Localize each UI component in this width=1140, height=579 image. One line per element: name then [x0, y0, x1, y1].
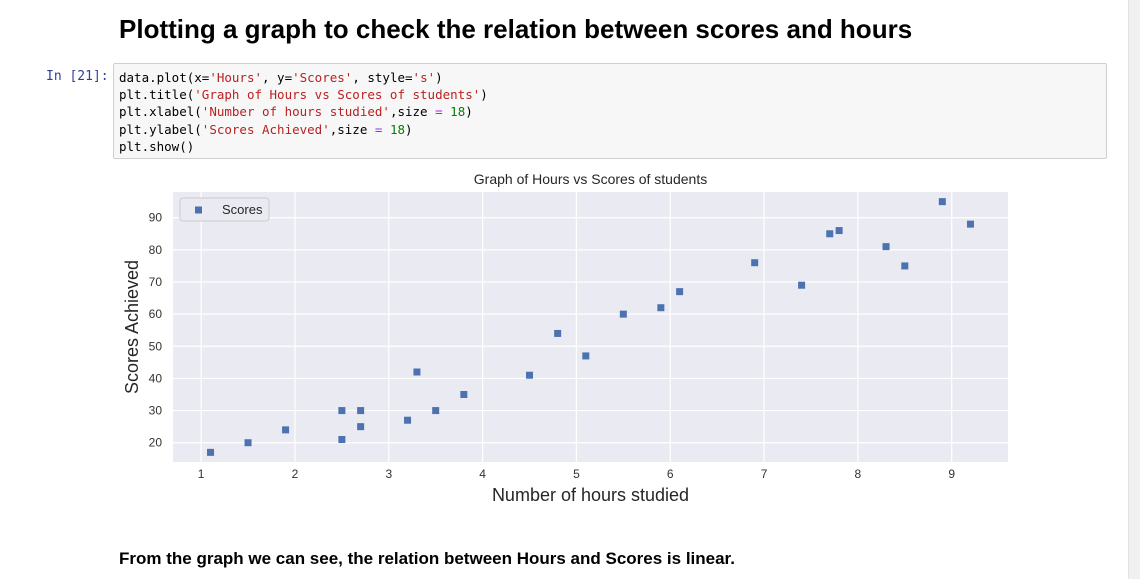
code-token: 's' [412, 70, 436, 85]
x-tick-label: 4 [479, 467, 486, 481]
x-axis-label: Number of hours studied [492, 485, 689, 505]
code-line: plt.title('Graph of Hours vs Scores of s… [119, 86, 488, 103]
data-point [798, 281, 806, 289]
conclusion-text: From the graph we can see, the relation … [119, 549, 735, 568]
y-axis-label: Scores Achieved [122, 260, 142, 394]
code-cell[interactable]: data.plot(x='Hours', y='Scores', style='… [113, 63, 1107, 159]
data-point [207, 448, 215, 456]
data-point [282, 426, 290, 434]
code-token: 18 [389, 121, 406, 137]
code-token: 'Number of hours studied' [201, 104, 390, 120]
data-point [526, 371, 534, 379]
page-scrollbar[interactable] [1128, 0, 1140, 579]
code-line: data.plot(x='Hours', y='Scores', style='… [119, 69, 488, 86]
data-point [582, 352, 590, 360]
section-heading: Plotting a graph to check the relation b… [119, 14, 913, 44]
legend-box [179, 197, 270, 222]
data-point [460, 391, 468, 398]
x-tick-label: 5 [573, 467, 580, 481]
code-token: ) [480, 87, 488, 103]
x-tick-label: 1 [198, 467, 205, 481]
data-point [966, 220, 974, 228]
data-point [404, 416, 412, 424]
data-point [357, 407, 365, 415]
data-point [619, 310, 627, 318]
code-token: ,size [389, 104, 436, 120]
code-token: 'Graph of Hours vs Scores of students' [194, 87, 481, 103]
y-tick-label: 90 [149, 211, 163, 225]
data-point [826, 230, 834, 238]
y-tick-label: 20 [149, 436, 163, 450]
code-token: ) [465, 104, 473, 120]
scatter-chart: 1 2 3 4 5 6 7 8 9 20 30 40 50 60 70 80 90 Graph of Hours … [122, 171, 1008, 505]
x-tick-label: 7 [761, 467, 768, 481]
data-point [882, 243, 890, 251]
data-point [901, 262, 909, 270]
data-point [338, 436, 346, 443]
code-line: plt.xlabel('Number of hours studied',siz… [119, 103, 488, 120]
code-token: plt.xlabel( [119, 104, 202, 120]
x-tick-label: 3 [385, 467, 392, 481]
code-token: 'Hours' [209, 70, 262, 85]
code-token: data.plot(x= [119, 70, 210, 85]
x-tick-label: 6 [667, 467, 674, 481]
chart-title: Graph of Hours vs Scores of students [474, 171, 707, 187]
code-token: plt.show() [119, 138, 195, 154]
y-tick-label: 60 [149, 307, 163, 321]
cell-prompt: In [21]: [46, 69, 109, 84]
data-point [338, 407, 346, 415]
code-line: plt.ylabel('Scores Achieved',size = 18) [119, 121, 488, 138]
y-tick-label: 70 [149, 275, 163, 289]
code-token: 'Scores' [292, 70, 353, 85]
code-token [382, 122, 390, 137]
y-tick-label: 80 [149, 243, 163, 257]
y-tick-label: 50 [149, 339, 163, 353]
data-point [751, 259, 759, 267]
data-point [357, 423, 365, 431]
code-token: 'Scores Achieved' [201, 121, 330, 137]
plot-area [173, 192, 1008, 462]
code-token: ) [405, 121, 413, 137]
data-point [432, 407, 440, 415]
data-point [657, 304, 665, 312]
code-editor[interactable]: data.plot(x='Hours', y='Scores', style='… [119, 69, 488, 155]
code-token: , y= [262, 70, 293, 85]
x-tick-label: 2 [292, 467, 299, 481]
data-point [554, 329, 562, 337]
x-tick-label: 9 [948, 467, 955, 481]
code-token: = [435, 104, 443, 120]
data-point [938, 198, 946, 206]
y-tick-label: 30 [149, 404, 163, 418]
data-point [835, 227, 843, 235]
code-token: plt.title( [119, 87, 195, 103]
legend-label: Scores [222, 202, 263, 217]
code-line: plt.show() [119, 138, 488, 155]
x-tick-label: 8 [855, 467, 862, 481]
code-token: 18 [450, 104, 466, 120]
code-token: = [374, 121, 383, 137]
data-point [676, 288, 684, 296]
data-point [413, 368, 421, 376]
code-token: , style= [352, 70, 413, 85]
legend-marker [195, 206, 202, 214]
y-tick-label: 40 [149, 371, 163, 385]
code-token: ) [435, 70, 443, 85]
code-token: ,size [329, 121, 375, 137]
data-point [244, 439, 252, 447]
code-token: plt.ylabel( [119, 121, 202, 137]
